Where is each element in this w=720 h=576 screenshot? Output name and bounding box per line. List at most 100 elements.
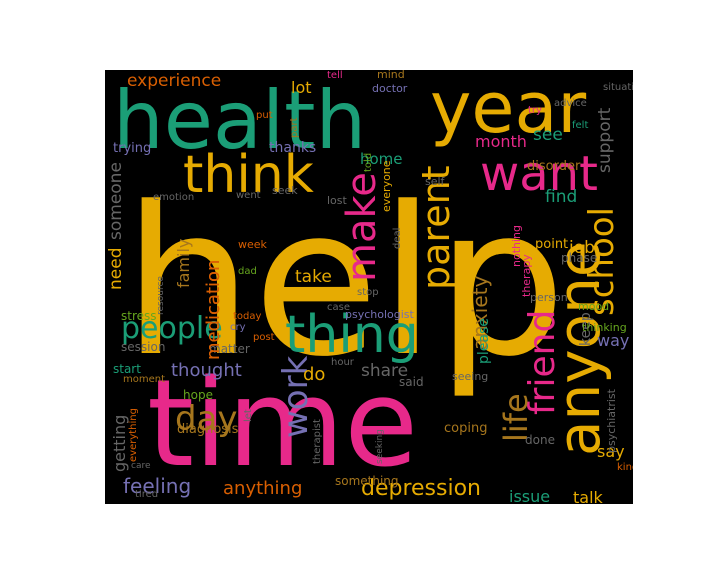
cloud-word-psychiatrist: psychiatrist [605, 388, 618, 453]
cloud-word-part: part [289, 117, 300, 138]
cloud-word-thing: thing [285, 305, 419, 365]
cloud-word-told: told [363, 153, 374, 172]
cloud-word-medication: medication [203, 260, 224, 360]
cloud-word-way: way [597, 331, 629, 350]
cloud-word-therapy: therapy [520, 254, 533, 297]
cloud-word-phase: phase [561, 251, 597, 265]
cloud-word-therapist: therapist [312, 419, 323, 464]
cloud-word-family: family [174, 239, 193, 288]
cloud-word-lost: lost [327, 194, 348, 207]
cloud-word-person: person [530, 291, 568, 304]
cloud-word-experience: experience [127, 71, 221, 91]
cloud-word-day: day [175, 399, 238, 439]
cloud-word-anything: anything [223, 478, 302, 499]
cloud-word-seeing: seeing [452, 370, 488, 383]
cloud-word-situation: situation [603, 82, 633, 93]
cloud-word-month: month [475, 132, 527, 151]
cloud-word-feeling: feeling [123, 474, 191, 498]
word-cloud: help time health year want think anyone thing pe… [105, 70, 633, 504]
cloud-word-work: work [276, 355, 316, 438]
cloud-word-psychologist: psychologist [345, 308, 415, 321]
cloud-word-tell: tell [327, 70, 343, 81]
cloud-word-seek: seek [272, 184, 298, 197]
cloud-word-coping: coping [444, 421, 487, 436]
cloud-word-resource: resource [156, 276, 166, 315]
cloud-word-said: said [399, 375, 424, 389]
cloud-word-time: time [147, 355, 418, 494]
cloud-word-try: try [528, 105, 542, 116]
cloud-word-let: let [243, 409, 254, 422]
cloud-word-done: done [525, 433, 555, 447]
cloud-word-dad: dad [238, 266, 257, 277]
cloud-word-moment: moment [123, 374, 165, 385]
cloud-word-issue: issue [509, 487, 550, 504]
cloud-word-parent: parent [414, 165, 458, 290]
cloud-word-thanks: thanks [269, 140, 316, 156]
cloud-word-please: please [476, 318, 492, 364]
cloud-word-mind: mind [377, 70, 405, 81]
cloud-word-matter: matter [209, 342, 250, 356]
cloud-word-year: year [430, 70, 586, 149]
cloud-word-health: health [113, 74, 366, 167]
cloud-word-make: make [339, 172, 385, 282]
cloud-word-lot: lot [291, 78, 312, 97]
cloud-word-emotion: emotion [153, 192, 194, 203]
cloud-word-put: put [256, 110, 273, 121]
cloud-word-disorder: disorder [527, 159, 581, 174]
cloud-word-case: case [327, 302, 350, 313]
cloud-word-advice: advice [554, 98, 587, 109]
cloud-word-went: went [236, 190, 261, 201]
cloud-word-medication: medication [203, 260, 224, 360]
cloud-word-help: help [123, 164, 566, 402]
cloud-word-doctor: doctor [372, 82, 408, 95]
cloud-word-today: today [233, 311, 262, 322]
cloud-word-getting: getting [110, 415, 129, 472]
cloud-word-job: job [568, 238, 595, 258]
cloud-word-share: share [361, 361, 408, 381]
cloud-word-take: take [295, 267, 332, 287]
cloud-word-felt: felt [572, 120, 588, 131]
cloud-word-thought: thought [171, 360, 242, 381]
cloud-word-stop: stop [357, 287, 379, 298]
cloud-word-deal: deal [392, 228, 403, 249]
cloud-word-life: life [497, 393, 535, 442]
cloud-word-diagnosis: diagnosis [177, 422, 239, 437]
cloud-word-friend: friend [522, 310, 563, 415]
cloud-word-seeking: seeking [375, 429, 385, 464]
cloud-word-think: think [183, 145, 314, 205]
cloud-word-start: start [113, 362, 141, 376]
cloud-word-school: school [582, 207, 622, 316]
cloud-word-people: people [121, 311, 223, 346]
cloud-word-hope: hope [183, 388, 213, 402]
cloud-word-tired: tired [135, 489, 158, 500]
cloud-word-do: do [303, 364, 325, 385]
cloud-word-mood: mood [578, 300, 609, 313]
cloud-word-point: point [535, 237, 568, 252]
cloud-word-self: self [425, 175, 446, 188]
cloud-word-need: need [106, 248, 126, 290]
cloud-word-anxiety: anxiety [468, 276, 492, 350]
cloud-word-say: say [597, 442, 625, 461]
cloud-word-post: post [253, 332, 275, 343]
cloud-word-anyone: anyone [545, 241, 613, 456]
cloud-word-find: find [545, 187, 577, 207]
cloud-word-want: want [480, 146, 598, 202]
cloud-word-something: something [335, 474, 399, 488]
cloud-word-week: week [238, 238, 268, 251]
cloud-word-depression: depression [361, 476, 481, 501]
cloud-word-keep: keep [578, 312, 594, 346]
cloud-word-trying: trying [113, 141, 151, 156]
cloud-word-cry: cry [230, 322, 246, 333]
cloud-word-hour: hour [331, 357, 355, 368]
cloud-word-someone: someone [106, 162, 126, 240]
cloud-word-home: home [360, 150, 403, 168]
cloud-word-care: care [131, 461, 151, 471]
cloud-word-thinking: thinking [582, 321, 627, 334]
cloud-word-support: support [595, 107, 615, 173]
cloud-word-stress: stress [121, 309, 157, 323]
cloud-word-everyone: everyone [380, 160, 393, 212]
cloud-word-everything: everything [128, 408, 139, 462]
cloud-word-session: session [121, 340, 165, 354]
